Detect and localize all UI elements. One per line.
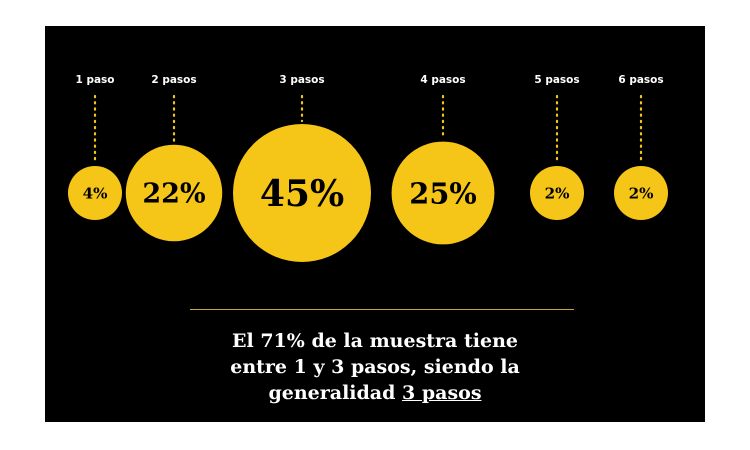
bubble-chart: 1 paso 4% 2 pasos 22% 3 pasos 45% 4 pasos 25% 5 … — [68, 74, 668, 262]
infographic-slide: 1 paso 4% 2 pasos 22% 3 pasos 45% 4 pasos 25% 5 … — [45, 26, 705, 422]
value-label: 22% — [142, 179, 205, 210]
caption-line-3-prefix: generalidad — [268, 382, 403, 404]
value-bubble — [233, 124, 371, 262]
value-label: 2% — [545, 184, 570, 202]
category-label: 6 pasos — [618, 74, 663, 86]
bubble-group-6-pasos: 6 pasos 2% — [614, 74, 668, 220]
divider-line — [190, 309, 574, 310]
caption-line-3: generalidad 3 pasos — [45, 380, 705, 406]
value-bubble — [125, 144, 223, 242]
bubble-group-5-pasos: 5 pasos 2% — [530, 74, 584, 220]
value-bubble — [614, 166, 668, 220]
value-bubble — [68, 166, 122, 220]
category-label: 2 pasos — [151, 74, 196, 86]
value-bubble — [391, 141, 495, 245]
value-bubble — [530, 166, 584, 220]
value-label: 2% — [629, 184, 654, 202]
bubble-group-3-pasos: 3 pasos 45% — [233, 74, 371, 262]
bubble-group-2-pasos: 2 pasos 22% — [125, 74, 223, 242]
caption-line-1: El 71% de la muestra tiene — [232, 330, 518, 352]
caption-line-2: entre 1 y 3 pasos, siendo la — [230, 356, 520, 378]
value-label: 45% — [260, 173, 344, 215]
category-label: 3 pasos — [279, 74, 324, 86]
category-label: 4 pasos — [420, 74, 465, 86]
bubble-group-1-paso: 1 paso 4% — [68, 74, 122, 220]
category-label: 1 paso — [75, 74, 114, 86]
caption-highlight: 3 pasos — [402, 382, 482, 404]
value-label: 25% — [409, 176, 476, 210]
category-label: 5 pasos — [534, 74, 579, 86]
bubble-group-4-pasos: 4 pasos 25% — [391, 74, 495, 245]
summary-caption: El 71% de la muestra tiene entre 1 y 3 p… — [45, 328, 705, 406]
value-label: 4% — [83, 184, 108, 202]
